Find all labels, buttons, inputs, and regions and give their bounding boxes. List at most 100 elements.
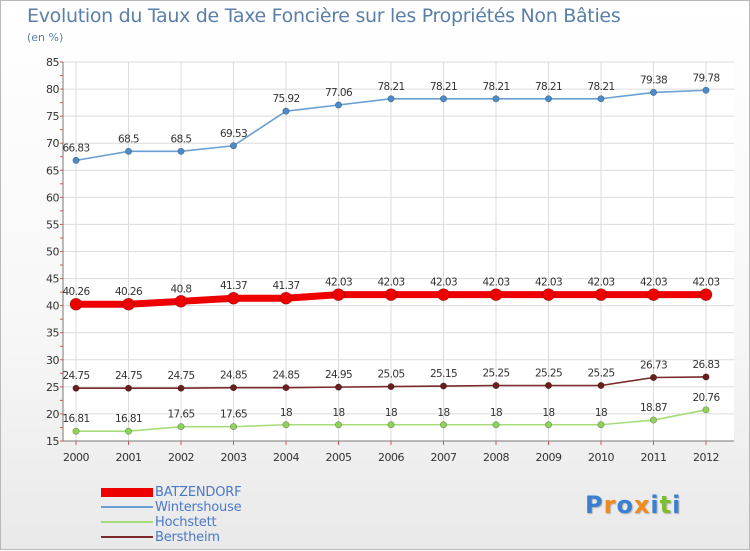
y-tick-label: 50 <box>46 246 59 259</box>
y-tick-label: 80 <box>46 83 59 96</box>
data-label-berstheim: 24.75 <box>62 370 89 382</box>
x-tick-label: 2000 <box>63 451 89 464</box>
data-point-hochstett <box>702 406 710 414</box>
data-label-wintershouse: 78.21 <box>482 81 509 93</box>
y-tick-label: 75 <box>46 110 59 123</box>
data-label-berstheim: 24.85 <box>220 370 247 382</box>
data-point-wintershouse <box>439 95 447 103</box>
y-tick-label: 20 <box>46 408 59 421</box>
data-label-hochstett: 18 <box>595 407 607 419</box>
data-point-berstheim <box>177 384 185 392</box>
legend-label: Berstheim <box>155 530 220 545</box>
data-point-berstheim <box>544 382 552 390</box>
data-label-batzendorf: 42.03 <box>482 277 509 289</box>
data-point-batzendorf <box>542 288 555 301</box>
data-point-berstheim <box>492 382 500 390</box>
data-point-batzendorf <box>699 288 713 301</box>
data-point-wintershouse <box>177 147 185 155</box>
logo-letter: x <box>633 491 651 519</box>
x-tick-label: 2008 <box>483 451 509 464</box>
data-label-berstheim: 24.95 <box>325 369 352 381</box>
data-point-berstheim <box>702 373 710 381</box>
data-label-hochstett: 20.76 <box>692 392 720 404</box>
data-label-batzendorf: 42.03 <box>430 277 457 289</box>
data-label-wintershouse: 69.53 <box>220 128 247 140</box>
data-label-wintershouse: 78.21 <box>587 81 614 93</box>
data-point-batzendorf <box>437 288 450 301</box>
data-label-hochstett: 16.81 <box>115 413 142 425</box>
data-label-berstheim: 24.85 <box>272 370 299 382</box>
data-label-batzendorf: 42.03 <box>325 277 352 289</box>
data-label-berstheim: 25.15 <box>430 368 457 380</box>
data-point-hochstett <box>72 427 80 435</box>
data-label-wintershouse: 68.5 <box>118 133 139 145</box>
data-point-wintershouse <box>544 95 552 103</box>
data-label-berstheim: 24.75 <box>115 370 142 382</box>
proxiti-logo: Proxiti <box>585 491 681 519</box>
y-axis-unit-label: (en %) <box>27 31 64 44</box>
x-tick-label: 2001 <box>116 451 142 464</box>
data-point-batzendorf <box>174 295 188 308</box>
data-label-wintershouse: 79.78 <box>692 72 719 84</box>
y-tick-label: 40 <box>46 300 59 313</box>
data-point-hochstett <box>649 416 657 424</box>
data-point-wintershouse <box>702 86 710 94</box>
data-label-batzendorf: 40.8 <box>171 283 192 295</box>
data-label-hochstett: 18 <box>280 407 292 419</box>
y-tick-label: 15 <box>46 435 59 448</box>
data-point-wintershouse <box>492 95 500 103</box>
x-tick-label: 2009 <box>536 451 562 464</box>
data-point-hochstett <box>439 421 447 429</box>
data-label-batzendorf: 42.03 <box>640 277 667 289</box>
data-label-batzendorf: 41.37 <box>220 280 247 292</box>
data-label-wintershouse: 78.21 <box>430 81 457 93</box>
data-label-wintershouse: 77.06 <box>325 87 353 99</box>
logo-letter: o <box>616 491 634 519</box>
data-point-berstheim <box>282 384 290 392</box>
data-label-batzendorf: 41.37 <box>272 280 299 292</box>
data-point-berstheim <box>439 382 447 390</box>
data-point-hochstett <box>597 421 605 429</box>
data-point-berstheim <box>649 373 657 381</box>
y-tick-label: 30 <box>46 354 59 367</box>
data-point-batzendorf <box>227 291 240 305</box>
y-tick-label: 85 <box>46 56 59 69</box>
data-label-hochstett: 18 <box>542 407 554 419</box>
data-label-batzendorf: 42.03 <box>535 277 562 289</box>
y-tick-label: 45 <box>46 273 59 286</box>
data-label-hochstett: 17.65 <box>167 409 194 421</box>
data-label-batzendorf: 42.03 <box>377 277 404 289</box>
data-point-berstheim <box>334 383 342 391</box>
data-point-hochstett <box>282 421 290 429</box>
data-label-wintershouse: 78.21 <box>377 81 404 93</box>
x-tick-label: 2005 <box>326 451 352 464</box>
data-label-wintershouse: 66.83 <box>62 142 89 154</box>
data-label-hochstett: 18 <box>385 407 397 419</box>
data-point-berstheim <box>230 384 238 392</box>
chart-title: Evolution du Taux de Taxe Foncière sur l… <box>27 5 621 27</box>
data-point-batzendorf <box>69 297 83 311</box>
data-label-hochstett: 17.65 <box>220 409 247 421</box>
legend-swatch <box>101 521 153 523</box>
data-point-hochstett <box>492 421 500 429</box>
legend-swatch <box>101 487 153 497</box>
data-point-wintershouse <box>597 95 605 103</box>
data-point-wintershouse <box>72 156 80 164</box>
x-tick-label: 2012 <box>693 451 719 464</box>
data-label-wintershouse: 79.38 <box>640 74 667 86</box>
y-tick-label: 55 <box>46 218 59 231</box>
y-tick-label: 35 <box>46 327 59 340</box>
x-tick-label: 2011 <box>641 451 667 464</box>
data-point-hochstett <box>230 423 238 431</box>
data-label-batzendorf: 42.03 <box>587 277 614 289</box>
data-point-hochstett <box>125 427 133 435</box>
legend-label: Wintershouse <box>155 500 242 515</box>
x-tick-label: 2006 <box>378 451 404 464</box>
data-label-berstheim: 25.25 <box>535 368 562 380</box>
data-label-hochstett: 18 <box>332 407 344 419</box>
data-label-wintershouse: 68.5 <box>171 133 192 145</box>
x-tick-label: 2004 <box>273 451 299 464</box>
data-point-batzendorf <box>332 288 345 301</box>
data-point-batzendorf <box>122 297 135 311</box>
data-label-batzendorf: 40.26 <box>62 286 90 298</box>
